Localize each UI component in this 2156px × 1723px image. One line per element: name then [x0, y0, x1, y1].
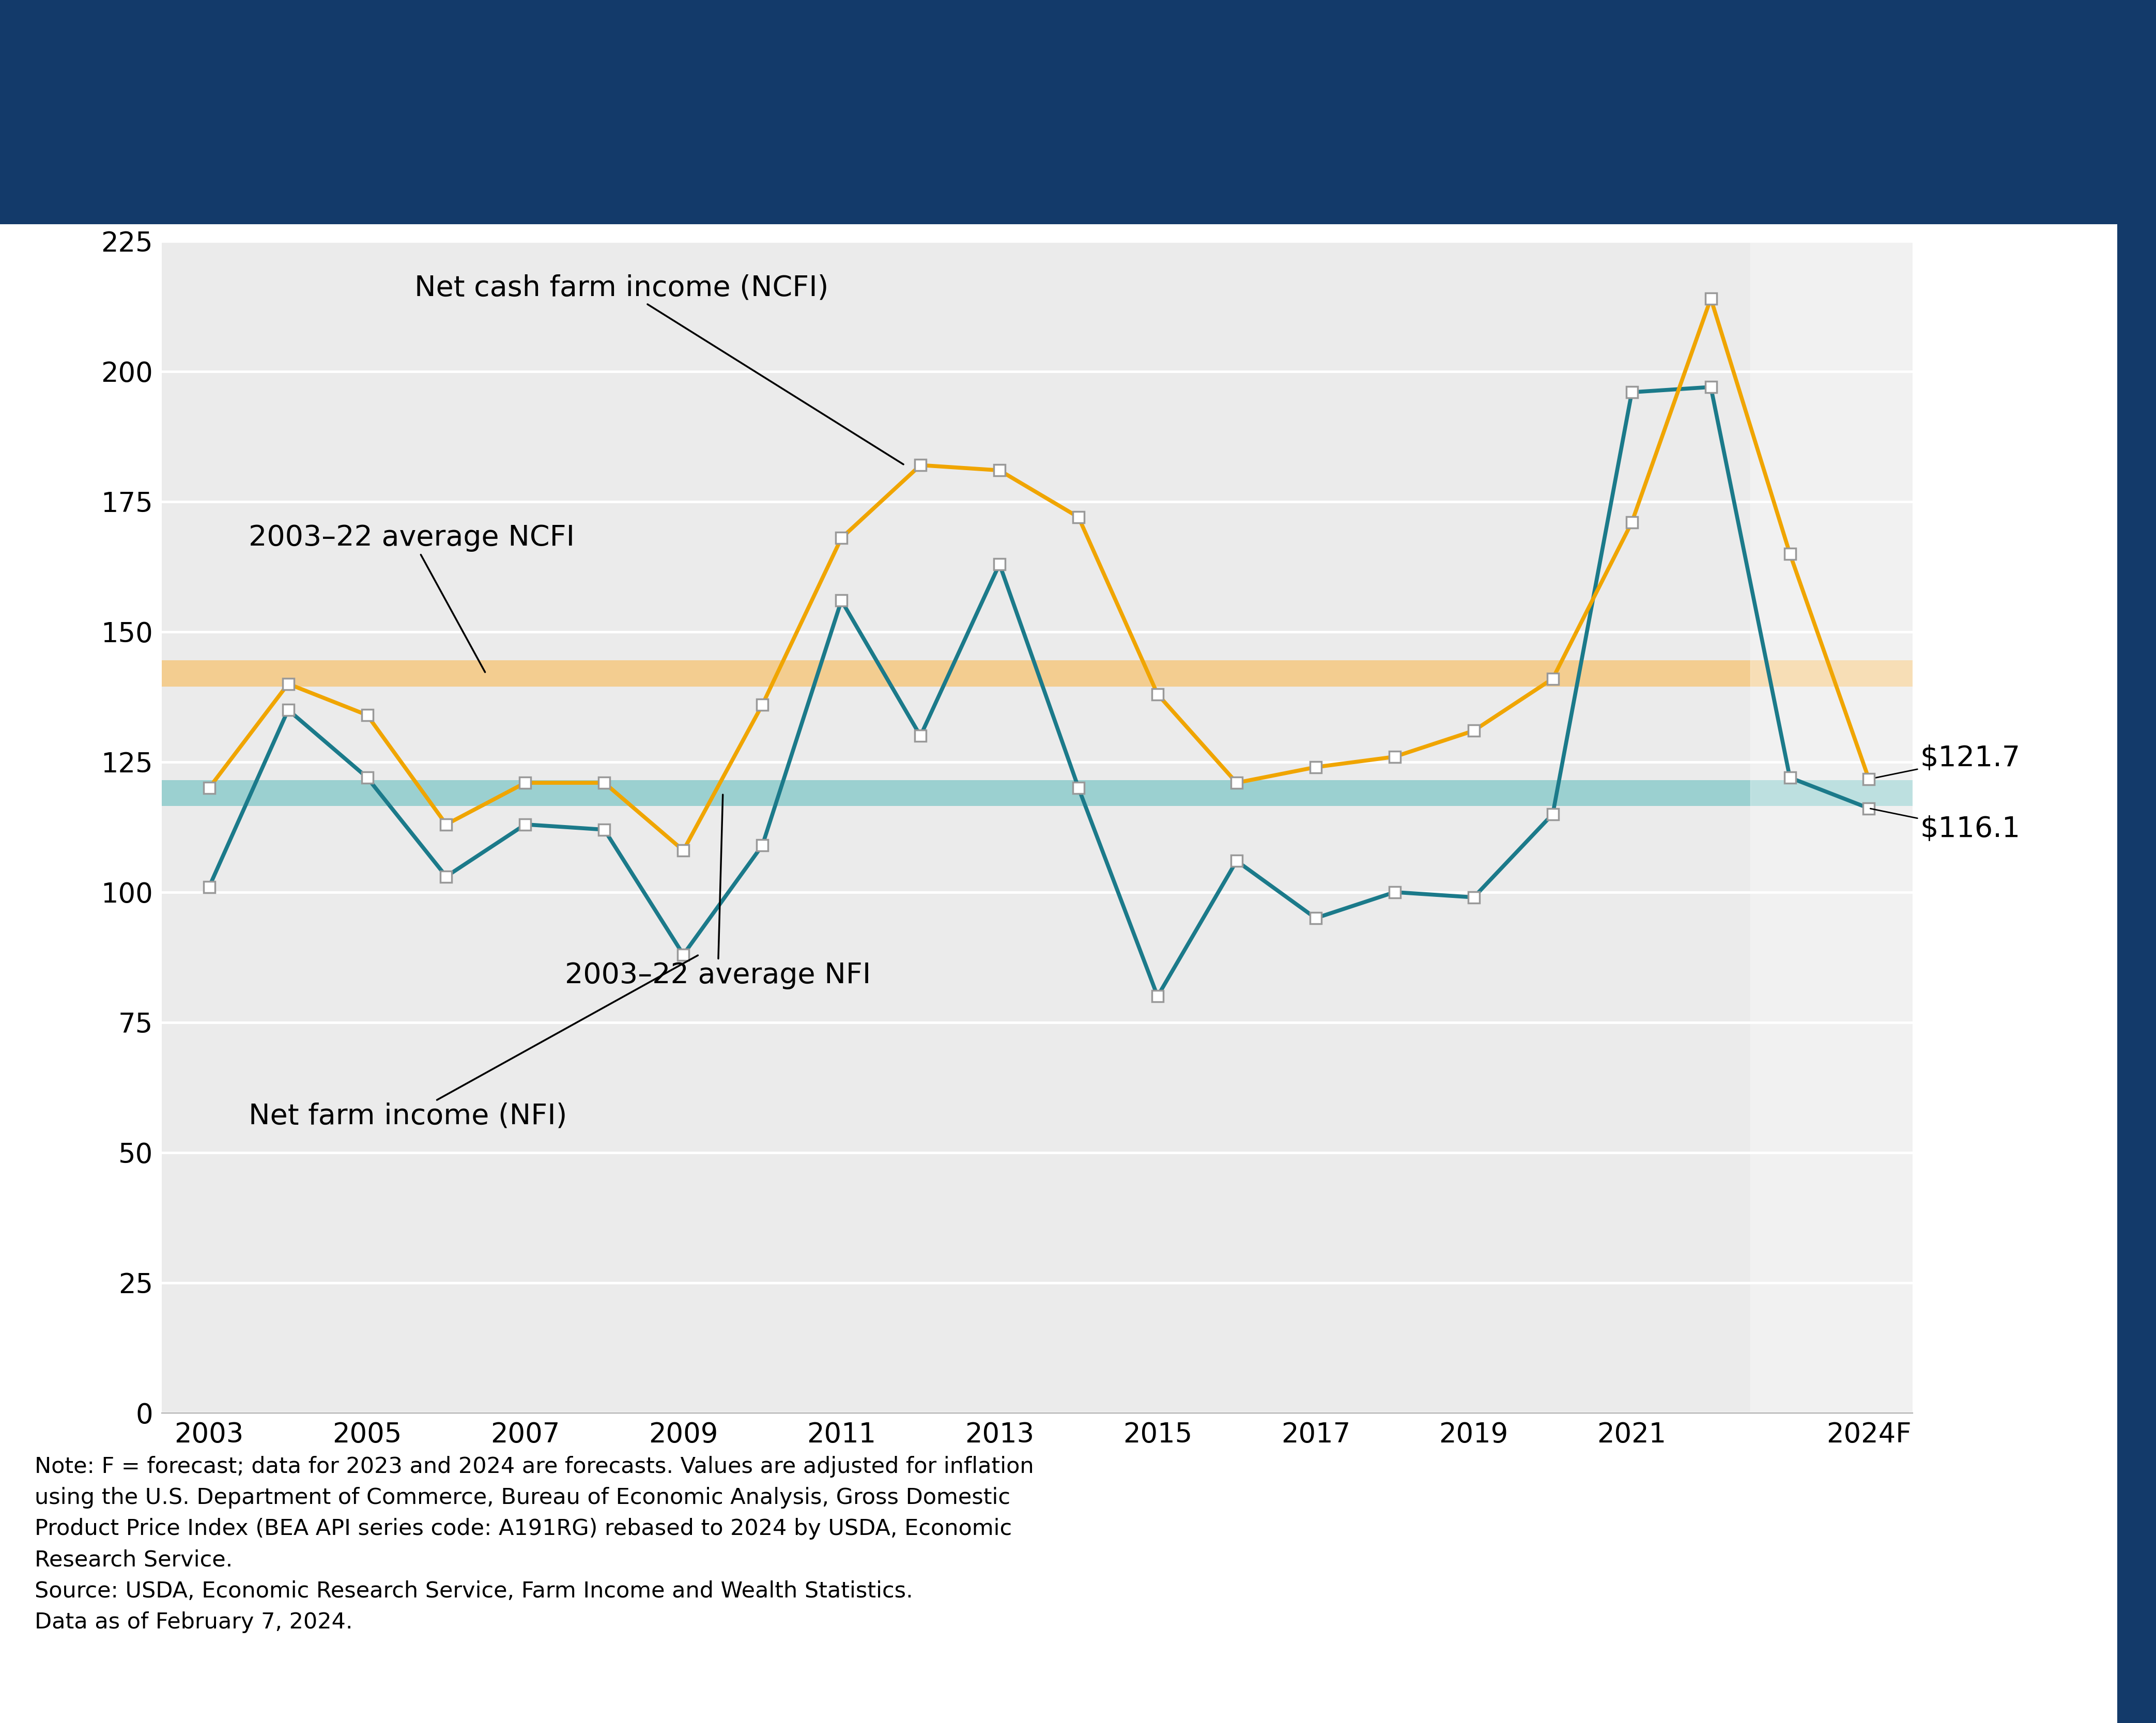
Text: U.S. net farm income and net cash farm income, inflation: U.S. net farm income and net cash farm i…	[34, 57, 1380, 98]
Text: 2003–22 average NCFI: 2003–22 average NCFI	[248, 524, 576, 672]
Text: $121.7: $121.7	[1869, 744, 2020, 779]
Bar	[1751, 241, 1912, 1413]
Bar	[162, 781, 1912, 806]
Text: $116.1: $116.1	[1869, 808, 2020, 843]
Text: Billion 2024 dollars: Billion 2024 dollars	[78, 196, 338, 224]
Text: 2003–22 average NFI: 2003–22 average NFI	[565, 794, 871, 989]
Text: Net farm income (NFI): Net farm income (NFI)	[248, 955, 699, 1130]
Text: Net cash farm income (NCFI): Net cash farm income (NCFI)	[414, 274, 903, 465]
Text: Note: F = forecast; data for 2023 and 2024 are forecasts. Values are adjusted fo: Note: F = forecast; data for 2023 and 20…	[34, 1456, 1033, 1633]
Text: adjusted, 2003–24F: adjusted, 2003–24F	[34, 152, 492, 193]
Bar	[162, 660, 1912, 686]
